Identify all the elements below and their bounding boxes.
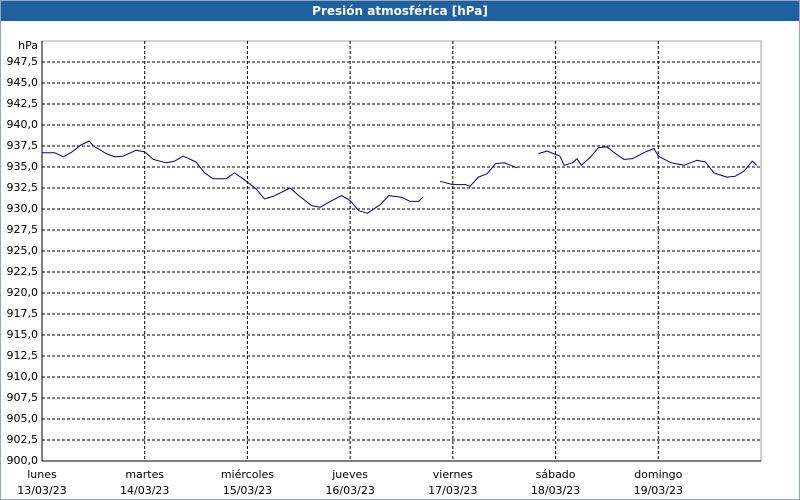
y-tick-label: 902,5: [7, 433, 39, 446]
y-axis-label: hPa: [18, 39, 38, 52]
x-tick-date: 19/03/23: [634, 484, 683, 497]
y-tick-label: 907,5: [7, 391, 39, 404]
y-tick-label: 920,0: [7, 286, 39, 299]
x-tick-label: martes: [125, 468, 164, 481]
plot-area: [41, 40, 762, 462]
y-tick-label: 940,0: [7, 118, 39, 131]
x-tick-date: 15/03/23: [223, 484, 272, 497]
y-tick-label: 937,5: [7, 139, 39, 152]
y-tick-label: 947,5: [7, 55, 39, 68]
y-tick-label: 915,0: [7, 328, 39, 341]
y-tick-label: 922,5: [7, 265, 39, 278]
y-tick-label: 927,5: [7, 223, 39, 236]
x-tick-date: 17/03/23: [428, 484, 477, 497]
x-tick-date: 14/03/23: [120, 484, 169, 497]
y-tick-label: 905,0: [7, 412, 39, 425]
y-tick-label: 912,5: [7, 349, 39, 362]
x-tick-date: 16/03/23: [325, 484, 374, 497]
x-tick-label: miércoles: [221, 468, 274, 481]
title-bar: Presión atmosférica [hPa]: [1, 1, 799, 21]
x-tick-label: jueves: [331, 468, 368, 481]
y-tick-label: 910,0: [7, 370, 39, 383]
y-tick-label: 932,5: [7, 181, 39, 194]
x-tick-label: sábado: [536, 468, 576, 481]
x-tick-label: domingo: [634, 468, 682, 481]
x-tick-date: 18/03/23: [531, 484, 580, 497]
x-tick-label: lunes: [27, 468, 57, 481]
pressure-line: [42, 140, 758, 214]
y-tick-label: 942,5: [7, 97, 39, 110]
y-tick-label: 935,0: [7, 160, 39, 173]
y-tick-label: 945,0: [7, 76, 39, 89]
x-tick-date: 13/03/23: [17, 484, 66, 497]
y-tick-label: 930,0: [7, 202, 39, 215]
y-tick-label: 917,5: [7, 307, 39, 320]
chart: hPa 900,0 902,5 905,0 907,5 910,0 912,5 915,0 9…: [7, 39, 762, 497]
y-tick-label: 925,0: [7, 244, 39, 257]
x-tick-label: viernes: [433, 468, 473, 481]
y-tick-label: 900,0: [7, 454, 39, 467]
